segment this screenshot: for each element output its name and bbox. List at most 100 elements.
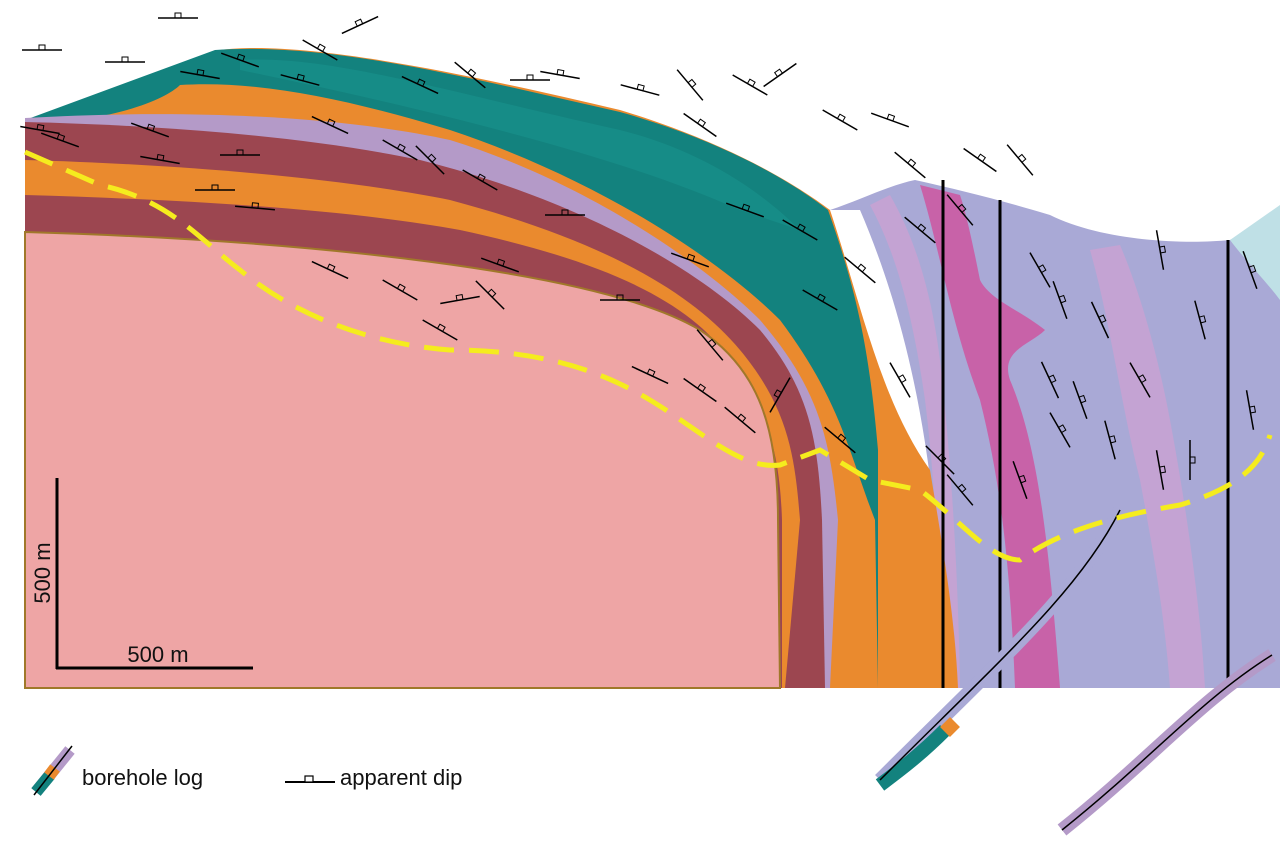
dip-box [236,53,246,62]
legend-borehole-icon [33,745,73,796]
dip-symbol [1194,300,1207,340]
dip-symbol [600,294,640,301]
dip-box [396,143,406,153]
dip-symbol [401,75,439,95]
dip-box [174,12,182,19]
dip-symbol [475,280,505,310]
dip-box [1057,424,1067,434]
dip-symbol [889,362,911,398]
dip-symbol [1052,280,1068,320]
dip-symbol [822,109,858,131]
dip-symbol [894,151,926,179]
dip-symbol [454,61,486,89]
dip-box [937,453,947,463]
dip-box [707,338,717,349]
dip-symbol [1006,144,1034,176]
dip-box [146,123,156,132]
dip-symbol [676,69,704,101]
dip-box [427,153,437,163]
dip-symbol [963,147,997,173]
dip-box [1098,314,1107,324]
dip-symbol [1242,250,1258,290]
legend-label: apparent dip [340,765,462,790]
dip-box [1058,294,1067,304]
dip-symbol [422,319,458,341]
dip-box [1158,245,1167,254]
dip-symbol [904,216,936,244]
unit-magenta [920,185,1060,688]
dip-box [976,153,987,163]
dip-box [1158,465,1167,474]
dip-symbol [158,12,198,19]
dip-box [636,83,645,92]
dip-box [836,433,847,443]
dip-box [696,383,707,393]
dip-symbol [844,256,876,284]
dip-box [1248,264,1257,274]
dip-box [316,43,326,53]
dip-box [326,118,336,127]
dip-box [1037,264,1047,274]
dip-symbol [1245,390,1257,430]
dip-box [211,184,219,191]
dip-symbol [1040,361,1060,399]
dip-box [251,202,259,209]
dip-symbol [540,68,580,80]
dip-symbol [946,474,974,506]
unit-cyan [1230,205,1280,300]
borehole-trace [879,509,1121,781]
dip-box [487,288,497,298]
dip-symbol [769,377,791,413]
dip-symbol [415,145,445,175]
dip-box [1248,405,1257,414]
dip-box [476,173,486,183]
dip-box [736,413,747,423]
dip-box [1017,153,1027,164]
unit-teal-light [240,59,800,230]
dip-box [466,68,477,78]
dip-box [1108,435,1117,444]
dip-box [906,158,917,168]
dip-box [773,389,783,399]
dip-symbol [870,112,910,128]
dip-symbol [824,426,856,454]
dip-symbol [696,329,724,361]
dip-box [1198,315,1207,324]
dip-box [1137,374,1147,384]
dip-box [38,44,46,51]
dip-symbol [235,202,275,211]
legend-dip-icon [285,775,335,783]
unit-pink [24,230,782,689]
dip-symbol [670,252,710,268]
yellow-dashed-line [23,149,1273,563]
dip-symbol [341,15,379,35]
dip-symbol [631,365,669,385]
dip-symbol [180,68,220,80]
dip-box [773,68,784,78]
dip-box [816,293,826,303]
dip-box [686,253,696,262]
dip-box [696,118,707,128]
dip-symbol [763,62,797,88]
dip-symbol [20,123,60,135]
unit-light-purple [1090,245,1205,688]
dip-box [455,293,464,302]
dip-symbol [1012,460,1028,500]
dip-box [957,203,967,214]
dip-box [416,78,426,87]
dip-box [121,56,129,63]
dip-symbol [140,153,180,165]
dip-box [616,294,624,301]
dip-symbol [22,44,62,51]
dip-box [746,78,756,88]
borehole-log-orange [940,717,960,737]
borehole-log-teal [875,725,950,791]
dip-symbol [440,293,480,305]
dip-symbol [510,74,550,81]
dip-symbol [732,74,768,96]
dip-box [296,73,305,82]
dip-box [646,368,656,377]
dip-box [36,123,45,132]
dip-box [957,483,967,494]
dip-symbol [105,56,145,63]
